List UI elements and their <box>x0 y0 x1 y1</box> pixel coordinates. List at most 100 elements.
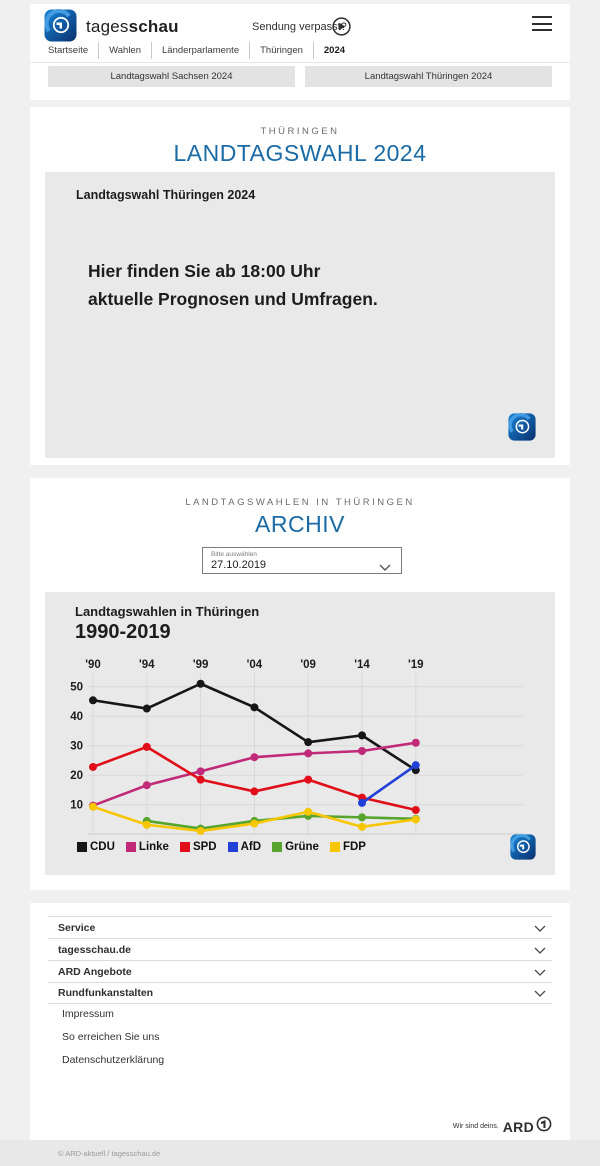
ard-brand: Wir sind deins. ARD <box>453 1116 552 1137</box>
chevron-down-icon <box>534 963 546 981</box>
y-axis-tick-label: 20 <box>70 770 83 782</box>
teaser-message: Hier finden Sie ab 18:00 Uhr aktuelle Pr… <box>88 261 378 309</box>
page-title: LANDTAGSWAHL 2024 <box>173 140 427 166</box>
data-point-linke <box>250 753 259 762</box>
data-point-cdu <box>142 704 151 713</box>
data-point-spd <box>250 787 259 796</box>
data-point-cdu <box>304 738 313 747</box>
legend-label: Grüne <box>285 841 319 853</box>
series-line-afd <box>361 764 417 804</box>
legend-item-grüne: Grüne <box>272 841 319 853</box>
data-point-fdp <box>89 802 97 811</box>
legend-label: Linke <box>138 841 169 853</box>
select-value: 27.10.2019 <box>211 559 267 571</box>
legend-swatch-icon <box>179 842 190 852</box>
legend-item-cdu: CDU <box>77 841 115 853</box>
data-point-cdu <box>250 703 259 712</box>
footer-link[interactable]: Impressum <box>62 1008 114 1020</box>
quick-link-button[interactable]: Landtagswahl Sachsen 2024 <box>48 66 295 87</box>
y-axis-tick-label: 10 <box>70 800 83 812</box>
x-axis-tick-label: '19 <box>408 659 424 671</box>
data-point-spd <box>411 806 420 815</box>
accordion-row[interactable]: tagesschau.de <box>48 938 552 960</box>
select-label: Bitte auswählen <box>211 551 257 558</box>
chart-title: Landtagswahlen in Thüringen <box>75 604 260 619</box>
sendung-verpasst-link[interactable]: Sendung verpasst? <box>252 21 347 33</box>
chart-legend: CDU Linke SPD AfD Grüne FDP <box>77 841 377 853</box>
breadcrumb-item-2024[interactable]: 2024 <box>312 42 355 59</box>
accordion-label: Rundfunkanstalten <box>58 987 154 999</box>
header-divider <box>30 62 570 63</box>
archive-kicker: LANDTAGSWAHLEN IN THÜRINGEN <box>185 497 415 508</box>
quick-link-button[interactable]: Landtagswahl Thüringen 2024 <box>305 66 552 87</box>
breadcrumb-item-wahlen[interactable]: Wahlen <box>98 42 151 59</box>
archive-section: LANDTAGSWAHLEN IN THÜRINGEN ARCHIV Bitte… <box>30 478 570 890</box>
x-axis-tick-label: '04 <box>247 659 263 671</box>
data-point-spd <box>89 762 97 771</box>
archive-title: ARCHIV <box>255 511 345 537</box>
accordion-row[interactable]: ARD Angebote <box>48 960 552 982</box>
data-point-linke <box>358 747 366 756</box>
legend-label: CDU <box>90 841 115 853</box>
legend-swatch-icon <box>125 842 136 852</box>
section-kicker: THÜRINGEN <box>260 126 340 137</box>
footer-link[interactable]: Datenschutzerklärung <box>62 1054 165 1066</box>
data-point-spd <box>304 775 313 784</box>
data-point-fdp <box>196 826 205 835</box>
accordion-row[interactable]: Rundfunkanstalten <box>48 982 552 1004</box>
election-section: THÜRINGEN LANDTAGSWAHL 2024 Landtagswahl… <box>30 107 570 465</box>
legend-item-linke: Linke <box>125 841 169 853</box>
legend-item-afd: AfD <box>227 841 261 853</box>
chevron-down-icon <box>534 984 546 1002</box>
footer-link[interactable]: So erreichen Sie uns <box>62 1031 160 1043</box>
ard-one-logo-icon <box>536 1116 552 1137</box>
data-point-spd <box>142 742 151 751</box>
legend-item-spd: SPD <box>179 841 217 853</box>
footer-links: Impressum So erreichen Sie uns Datenschutz… <box>62 1008 164 1077</box>
tagesschau-logo-icon <box>508 413 536 446</box>
menu-icon[interactable] <box>532 16 552 31</box>
y-axis-tick-label: 30 <box>70 741 83 753</box>
ard-claim: Wir sind deins. <box>452 1123 499 1130</box>
data-point-afd <box>411 761 420 770</box>
data-point-linke <box>142 781 151 790</box>
legend-swatch-icon <box>329 842 340 852</box>
copyright-text: © ARD-aktuell / tagesschau.de <box>58 1149 161 1158</box>
teaser-heading: Landtagswahl Thüringen 2024 <box>76 188 256 202</box>
tagesschau-logo-icon <box>510 834 536 865</box>
quick-links: Landtagswahl Sachsen 2024 Landtagswahl Th… <box>48 66 552 87</box>
accordion-row[interactable]: Service <box>48 916 552 938</box>
chevron-down-icon <box>379 558 391 576</box>
chevron-down-icon <box>534 941 546 959</box>
play-icon[interactable] <box>332 17 351 36</box>
data-point-fdp <box>358 822 366 831</box>
ard-wordmark: ARD <box>502 1118 534 1135</box>
breadcrumb-item-th-ringen[interactable]: Thüringen <box>249 42 313 59</box>
x-axis-tick-label: '94 <box>139 659 155 671</box>
data-point-cdu <box>89 696 97 705</box>
y-axis-tick-label: 40 <box>70 711 83 723</box>
brand-wordmark[interactable]: tagesschau <box>86 17 179 36</box>
breadcrumb-item-startseite[interactable]: Startseite <box>48 45 89 56</box>
footer-accordions: Service tagesschau.de ARD Angebote Rundfunk… <box>48 916 552 1004</box>
data-point-linke <box>196 767 205 776</box>
legend-swatch-icon <box>227 842 238 852</box>
y-axis-tick-label: 50 <box>70 682 83 694</box>
results-chart: Landtagswahlen in Thüringen 1990-2019 50… <box>45 592 555 875</box>
copyright-bar: © ARD-aktuell / tagesschau.de <box>0 1140 600 1166</box>
data-point-spd <box>196 775 205 784</box>
footer: Service tagesschau.de ARD Angebote Rundfunk… <box>30 903 570 1140</box>
breadcrumb-item-l-nderparlamente[interactable]: Länderparlamente <box>151 42 249 59</box>
teaser-box[interactable]: Landtagswahl Thüringen 2024 Hier finden … <box>45 172 555 458</box>
tagesschau-logo-icon[interactable] <box>44 9 77 42</box>
data-point-fdp <box>250 819 259 828</box>
legend-item-fdp: FDP <box>329 841 366 853</box>
line-chart-plot: 50 40 30 20 10 '90 '94 '99 '04 '09 '14 '19 <box>70 659 523 835</box>
chart-subtitle: 1990-2019 <box>75 621 171 643</box>
legend-label: SPD <box>192 841 217 853</box>
accordion-label: ARD Angebote <box>58 965 132 978</box>
legend-label: FDP <box>342 841 366 853</box>
date-select[interactable]: Bitte auswählen 27.10.2019 <box>202 547 402 574</box>
header: tagesschau Sendung verpasst? Startseite W… <box>30 4 570 100</box>
